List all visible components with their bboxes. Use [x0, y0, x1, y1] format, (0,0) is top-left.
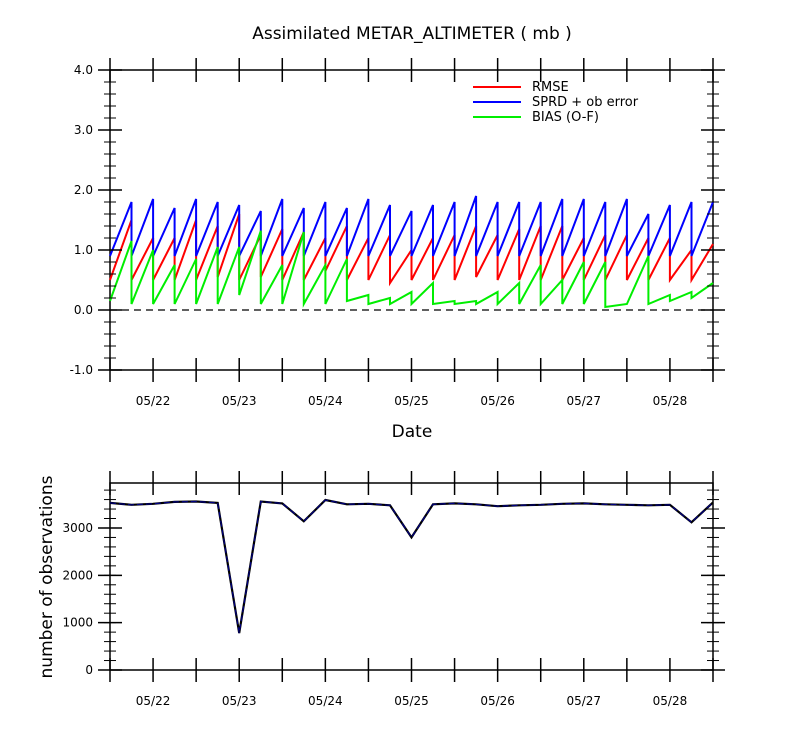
top-y-tick-label: 4.0 — [74, 63, 93, 77]
top-x-tick-label: 05/27 — [566, 394, 601, 408]
bottom-x-tick-label: 05/23 — [222, 694, 257, 708]
bottom-x-tick-label: 05/24 — [308, 694, 343, 708]
bottom-x-tick-label: 05/25 — [394, 694, 429, 708]
bottom-axis-ticks: 05/22 05/23 05/24 05/25 05/26 05/27 05/28 0 1000… — [62, 471, 725, 708]
top-chart: Assimilated METAR_ALTIMETER ( mb ) 05/22… — [70, 24, 725, 442]
top-series-group — [109, 195, 714, 309]
series-line-bias-o-f — [109, 230, 714, 309]
top-x-tick-label: 05/23 — [222, 394, 257, 408]
top-x-tick-label: 05/28 — [653, 394, 688, 408]
y-axis-label-observations: number of observations — [37, 475, 57, 678]
legend-label: BIAS (O-F) — [532, 110, 599, 125]
legend-label: RMSE — [532, 80, 569, 95]
top-y-tick-label: 3.0 — [74, 123, 93, 137]
top-y-tick-label: 0.0 — [74, 303, 93, 317]
bottom-series-group — [109, 498, 714, 634]
top-x-tick-label: 05/24 — [308, 394, 343, 408]
observations-line-shadow — [109, 498, 714, 634]
bottom-y-tick-label: 1000 — [62, 616, 93, 630]
top-x-tick-label: 05/25 — [394, 394, 429, 408]
bottom-x-tick-label: 05/28 — [653, 694, 688, 708]
x-axis-label: Date — [392, 422, 433, 442]
chart-title: Assimilated METAR_ALTIMETER ( mb ) — [252, 24, 572, 44]
top-x-tick-label: 05/22 — [136, 394, 171, 408]
top-y-tick-label: -1.0 — [70, 363, 93, 377]
bottom-plot-frame — [109, 482, 714, 671]
bottom-x-tick-label: 05/26 — [480, 694, 515, 708]
top-axis-ticks: 05/22 05/23 05/24 05/25 05/26 05/27 05/28 -1.0 0… — [70, 58, 725, 408]
bottom-x-tick-label: 05/27 — [566, 694, 601, 708]
bottom-y-tick-label: 2000 — [62, 568, 93, 582]
bottom-y-tick-label: 3000 — [62, 521, 93, 535]
bottom-x-tick-label: 05/22 — [136, 694, 171, 708]
bottom-y-tick-label: 0 — [85, 663, 93, 677]
bottom-plot-area — [109, 482, 714, 671]
top-y-tick-label: 2.0 — [74, 183, 93, 197]
legend-label: SPRD + ob error — [532, 95, 639, 110]
series-line-sprd-ob-error — [109, 195, 714, 257]
top-y-tick-label: 1.0 — [74, 243, 93, 257]
observations-line — [109, 499, 714, 634]
bottom-chart: 05/22 05/23 05/24 05/25 05/26 05/27 05/28 0 1000… — [37, 471, 725, 708]
top-x-tick-label: 05/26 — [480, 394, 515, 408]
